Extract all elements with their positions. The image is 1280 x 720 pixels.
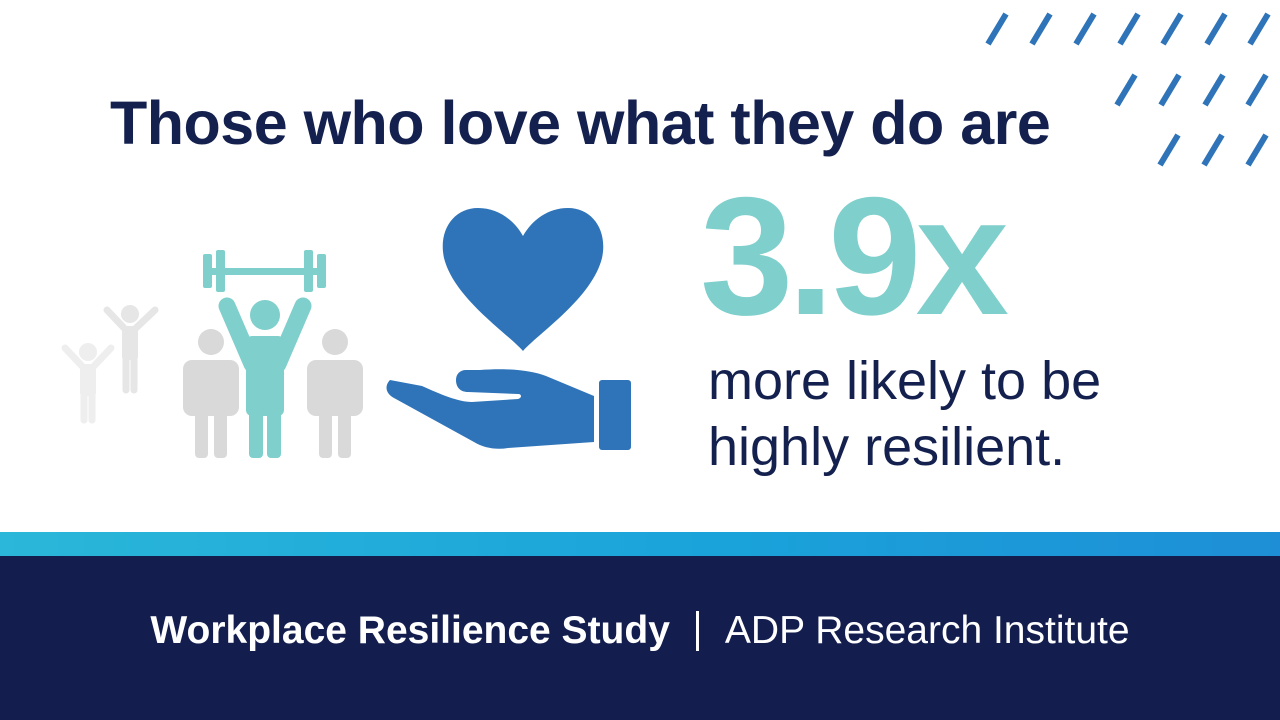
gradient-divider [0,532,1280,556]
small-person-icon [103,305,159,394]
stat-value: 3.9x [700,162,1009,350]
person-icon [183,329,239,458]
person-icon [307,329,363,458]
stat-description-line-1: more likely to be [708,351,1102,411]
source-name: ADP Research Institute [724,609,1130,652]
small-person-icon [61,343,115,424]
heart-icon [442,208,604,351]
study-title: Workplace Resilience Study [150,609,670,652]
diagonal-dash-decoration [985,12,1271,167]
footer-separator [695,611,699,651]
heart-in-hand-icon [386,208,631,450]
footer: Workplace Resilience Study ADP Research … [0,556,1280,720]
stat-description-line-2: highly resilient. [708,417,1066,477]
open-hand-icon [386,369,631,450]
people-group-weightlifter-icon [61,250,363,458]
weightlifter-icon [203,250,326,458]
headline: Those who love what they do are [110,89,1051,157]
footer-text: Workplace Resilience Study ADP Research … [0,556,1280,706]
